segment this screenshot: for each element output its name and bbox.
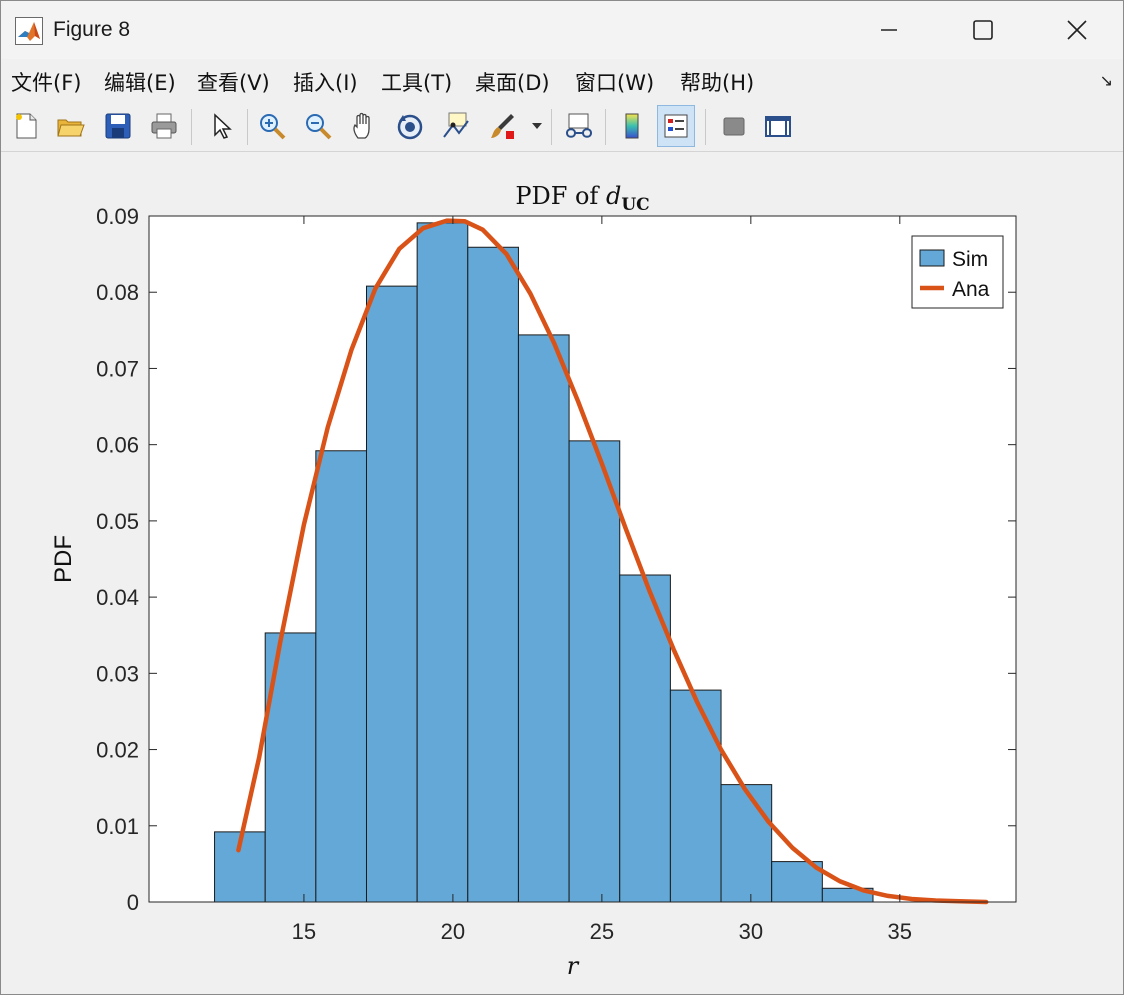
colorbar-button[interactable] <box>613 105 651 147</box>
toolbar-separator <box>191 109 192 145</box>
data-cursor-button[interactable] <box>437 105 475 147</box>
rotate-3d-button[interactable] <box>391 105 429 147</box>
hide-plot-tools-button[interactable] <box>715 105 753 147</box>
zoom-out-icon <box>306 114 332 140</box>
toolbar-separator <box>551 109 552 145</box>
histogram-bar <box>214 831 266 903</box>
legend-label-ana: Ana <box>952 278 990 301</box>
histogram-bar <box>517 334 570 903</box>
y-tick-label: 0.03 <box>96 661 139 686</box>
y-tick-label: 0.09 <box>96 204 139 229</box>
zoom-out-button[interactable] <box>299 105 337 147</box>
menu-tools[interactable]: 工具(T) <box>381 71 453 95</box>
pan-icon <box>353 112 370 139</box>
y-tick-label: 0.02 <box>96 738 139 763</box>
histogram-bar <box>467 246 519 903</box>
brush-dropdown[interactable] <box>527 105 547 147</box>
pan-button[interactable] <box>345 105 383 147</box>
x-axis-label: r <box>567 952 580 980</box>
maximize-icon <box>973 20 993 40</box>
menu-bar: 文件(F) 编辑(E) 查看(V) 插入(I) 工具(T) 桌面(D) 窗口(W… <box>1 61 1123 99</box>
histogram-bar <box>669 689 722 903</box>
toolbar-separator <box>705 109 706 145</box>
maximize-button[interactable] <box>937 1 1029 59</box>
toolbar-separator <box>247 109 248 145</box>
new-figure-button[interactable] <box>7 105 45 147</box>
chart-title: PDF of dUC <box>515 182 649 215</box>
y-tick-label: 0.06 <box>96 433 139 458</box>
minimize-icon <box>881 29 897 31</box>
zoom-in-button[interactable] <box>253 105 291 147</box>
histogram-bar <box>315 450 367 903</box>
print-icon <box>151 113 177 139</box>
x-tick-label: 25 <box>590 919 614 944</box>
histogram-bar <box>416 222 469 903</box>
minimize-button[interactable] <box>843 1 935 59</box>
show-plot-tools-icon <box>765 116 791 137</box>
y-tick-label: 0.04 <box>96 585 139 610</box>
legend-swatch-sim <box>919 249 945 267</box>
menu-desktop[interactable]: 桌面(D) <box>475 71 550 95</box>
dock-arrow-icon[interactable]: ↘ <box>1099 73 1113 90</box>
y-axis-label: PDF <box>50 535 77 583</box>
x-tick-label: 35 <box>888 919 912 944</box>
legend-button[interactable] <box>657 105 695 147</box>
close-icon <box>1067 20 1087 40</box>
select-pointer-icon <box>214 113 232 139</box>
x-tick-label: 15 <box>292 919 316 944</box>
data-cursor-icon <box>443 112 469 138</box>
histogram-bar <box>720 784 773 903</box>
brush-button[interactable] <box>483 105 521 147</box>
toolbar-separator <box>605 109 606 145</box>
series-line-ana <box>236 218 989 905</box>
y-tick-label: 0.08 <box>96 280 139 305</box>
x-tick-label: 20 <box>441 919 465 944</box>
brush-icon <box>491 114 514 139</box>
histogram-bar <box>568 440 621 903</box>
window-title: Figure 8 <box>53 18 131 41</box>
y-tick-label: 0.01 <box>96 814 139 839</box>
y-tick-label: 0.05 <box>96 509 139 534</box>
new-figure-icon <box>16 113 37 139</box>
close-button[interactable] <box>1031 1 1123 59</box>
save-icon <box>105 113 131 139</box>
print-button[interactable] <box>145 105 183 147</box>
select-pointer-button[interactable] <box>201 105 239 147</box>
menu-help[interactable]: 帮助(H) <box>680 71 755 95</box>
legend-icon <box>664 114 688 138</box>
histogram-bar <box>365 285 418 903</box>
matlab-logo-icon <box>15 17 43 45</box>
save-button[interactable] <box>99 105 137 147</box>
x-tick-label: 30 <box>739 919 763 944</box>
figure-canvas: 0 0.01 0.02 0.03 0.04 0.05 0.06 0.07 0.08 0.09 15 2… <box>50 182 1017 980</box>
open-file-icon <box>57 119 85 137</box>
figure-toolbar <box>1 101 1123 152</box>
legend-label-sim: Sim <box>952 248 988 271</box>
rotate-3d-icon <box>397 114 423 140</box>
menu-file[interactable]: 文件(F) <box>11 71 82 95</box>
title-bar: Figure 8 <box>1 1 1123 59</box>
link-plot-icon <box>565 113 593 138</box>
link-plot-button[interactable] <box>559 105 597 147</box>
axes-box <box>148 215 1017 903</box>
open-file-button[interactable] <box>51 105 89 147</box>
colorbar-icon <box>625 113 639 139</box>
menu-insert[interactable]: 插入(I) <box>293 71 358 95</box>
y-tick-label: 0.07 <box>96 356 139 381</box>
menu-view[interactable]: 查看(V) <box>197 71 270 95</box>
y-tick-label: 0 <box>127 890 139 915</box>
menu-window[interactable]: 窗口(W) <box>575 71 655 95</box>
chevron-down-icon <box>532 123 542 129</box>
show-plot-tools-button[interactable] <box>759 105 797 147</box>
menu-edit[interactable]: 编辑(E) <box>104 71 176 95</box>
legend-box <box>911 235 1004 309</box>
zoom-in-icon <box>260 114 286 140</box>
hide-plot-tools-icon <box>723 117 745 136</box>
